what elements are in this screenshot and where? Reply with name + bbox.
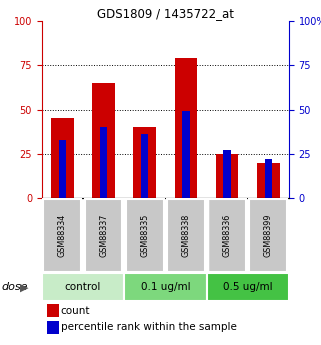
Text: GSM88334: GSM88334: [58, 214, 67, 257]
Bar: [257, 163, 280, 198]
FancyBboxPatch shape: [126, 199, 164, 272]
Bar: [134, 127, 156, 198]
Text: GSM88338: GSM88338: [181, 214, 190, 257]
Text: control: control: [65, 282, 101, 292]
Title: GDS1809 / 1435722_at: GDS1809 / 1435722_at: [97, 7, 234, 20]
Text: percentile rank within the sample: percentile rank within the sample: [61, 322, 236, 332]
Text: 0.5 ug/ml: 0.5 ug/ml: [223, 282, 273, 292]
Bar: [51, 118, 74, 198]
Text: count: count: [61, 306, 90, 316]
FancyBboxPatch shape: [167, 199, 205, 272]
Text: GSM88336: GSM88336: [222, 214, 232, 257]
Bar: [216, 154, 239, 198]
Bar: [182, 111, 190, 198]
FancyBboxPatch shape: [84, 199, 123, 272]
FancyBboxPatch shape: [249, 199, 287, 272]
Text: ▶: ▶: [20, 282, 28, 292]
Text: GSM88399: GSM88399: [264, 214, 273, 257]
Bar: [100, 127, 107, 198]
Text: GSM88337: GSM88337: [99, 214, 108, 257]
Bar: [141, 135, 148, 198]
Text: GSM88335: GSM88335: [140, 214, 149, 257]
FancyBboxPatch shape: [208, 199, 246, 272]
Text: dose: dose: [2, 282, 28, 292]
FancyBboxPatch shape: [206, 273, 289, 301]
FancyBboxPatch shape: [43, 199, 81, 272]
Bar: [59, 140, 66, 198]
Bar: [175, 58, 197, 198]
Bar: [47, 321, 58, 334]
FancyBboxPatch shape: [42, 273, 124, 301]
FancyBboxPatch shape: [124, 273, 206, 301]
Bar: [47, 304, 58, 317]
Bar: [265, 159, 272, 198]
Text: 0.1 ug/ml: 0.1 ug/ml: [141, 282, 190, 292]
Bar: [223, 150, 231, 198]
Bar: [92, 83, 115, 198]
